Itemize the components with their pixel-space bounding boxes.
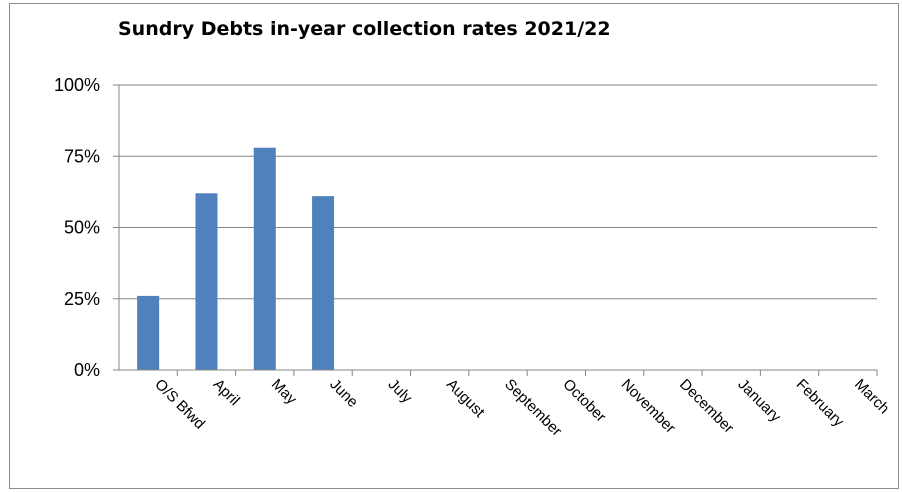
y-tick-label: 0% — [74, 360, 100, 380]
chart-frame — [9, 3, 899, 489]
y-tick-label: 75% — [64, 146, 100, 166]
x-tick-label: September — [501, 376, 565, 440]
axes — [118, 85, 878, 376]
x-tick-label: April — [210, 376, 243, 409]
gridlines — [113, 84, 877, 371]
y-tick-label: 50% — [64, 218, 100, 238]
y-tick-label: 25% — [64, 289, 100, 309]
x-tick-label: January — [734, 376, 784, 426]
bar — [312, 196, 335, 370]
x-tick-labels: O/S Bfwd April May June July August SeptemberO… — [151, 376, 892, 440]
bar — [195, 193, 218, 370]
x-tick-label: March — [851, 376, 892, 417]
x-tick-label: O/S Bfwd — [151, 376, 208, 433]
y-tick-labels: 0% 25% 50% 75% 100% — [54, 75, 100, 380]
chart-title: Sundry Debts in-year collection rates 20… — [118, 18, 611, 40]
x-tick-label: May — [268, 376, 300, 408]
x-tick-label: June — [326, 376, 361, 411]
x-tick-label: February — [793, 376, 848, 431]
y-tick-label: 100% — [54, 75, 100, 95]
x-tick-label: December — [676, 376, 737, 437]
bars — [137, 147, 335, 370]
x-tick-label: October — [559, 376, 609, 426]
bar — [253, 147, 276, 370]
x-tick-label: August — [443, 376, 489, 422]
x-tick-label: July — [385, 376, 416, 407]
x-tick-label: November — [618, 376, 679, 437]
bar — [137, 295, 160, 370]
